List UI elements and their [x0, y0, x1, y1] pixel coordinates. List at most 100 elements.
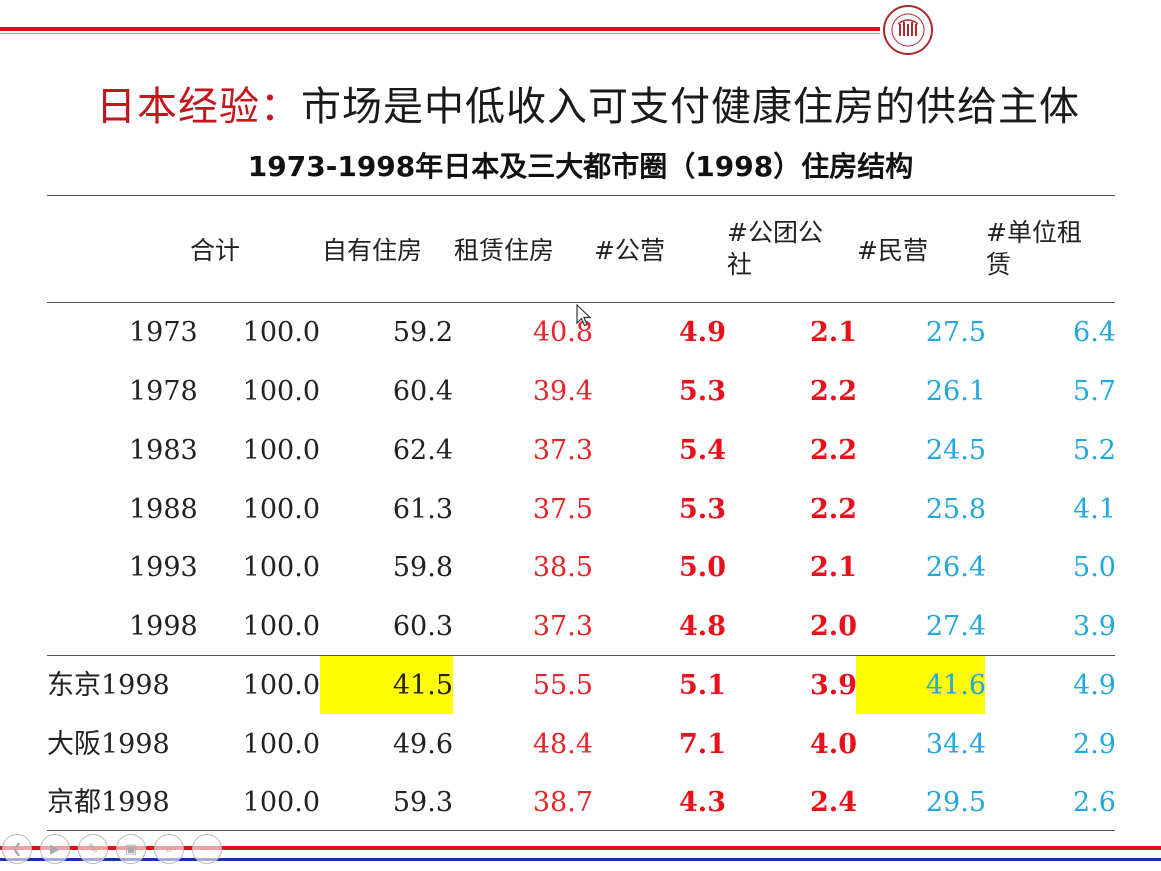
cell-owned: 62.4: [392, 435, 453, 466]
header-red-rule-thin: [0, 33, 880, 34]
header-rental: 租赁住房: [454, 236, 555, 265]
row-label: 大阪1998: [47, 729, 170, 760]
cell-public: 5.4: [679, 435, 726, 466]
cell-corp: 2.2: [810, 494, 857, 525]
cell-rental: 38.7: [532, 787, 593, 818]
row-label: 1998: [129, 611, 198, 642]
cell-owned: 41.5: [392, 670, 453, 701]
cell-owned: 59.8: [392, 552, 453, 583]
cell-total: 100.0: [242, 317, 320, 348]
cell-company: 5.7: [1073, 376, 1116, 407]
cell-public: 5.0: [679, 552, 726, 583]
university-logo-icon: [883, 5, 933, 55]
cell-public: 5.3: [679, 494, 726, 525]
row-label: 京都1998: [47, 787, 170, 818]
row-label: 1983: [129, 435, 198, 466]
cell-company: 5.0: [1073, 552, 1116, 583]
cell-company: 5.2: [1073, 435, 1116, 466]
pen-icon[interactable]: ✎: [78, 834, 108, 864]
cell-company: 4.1: [1073, 494, 1116, 525]
cell-total: 100.0: [242, 376, 320, 407]
cell-private: 27.5: [925, 317, 986, 348]
cell-public: 5.1: [679, 670, 726, 701]
cell-corp: 2.4: [810, 787, 857, 818]
header-red-rule: [0, 27, 880, 31]
row-label: 1988: [129, 494, 198, 525]
cell-company: 2.6: [1073, 787, 1116, 818]
cell-public: 4.3: [679, 787, 726, 818]
slideshow-toolbar: ❮ ▶ ✎ ▣ ⌕ ⋯: [2, 834, 222, 864]
cell-owned: 59.2: [392, 317, 453, 348]
cell-rental: 40.8: [532, 317, 593, 348]
footer-red-rule: [0, 846, 1161, 850]
more-icon[interactable]: ⋯: [192, 834, 222, 864]
title-prefix: 日本经验：: [96, 84, 301, 130]
cell-corp: 2.1: [810, 317, 857, 348]
cell-total: 100.0: [242, 435, 320, 466]
title-main: 市场是中低收入可支付健康住房的供给主体: [301, 84, 1080, 130]
cell-rental: 37.3: [532, 611, 593, 642]
cell-rental: 55.5: [532, 670, 593, 701]
header-company-line2: 赁: [986, 250, 1012, 279]
header-company: #单位租 赁: [986, 217, 1082, 281]
play-icon[interactable]: ▶: [40, 834, 70, 864]
table-top-rule: [47, 195, 1115, 196]
cell-rental: 37.3: [532, 435, 593, 466]
cell-total: 100.0: [242, 670, 320, 701]
row-label: 东京1998: [47, 670, 170, 701]
table-group-rule: [47, 655, 1115, 656]
cell-company: 3.9: [1073, 611, 1116, 642]
cell-corp: 4.0: [810, 729, 857, 760]
cell-rental: 39.4: [532, 376, 593, 407]
cell-rental: 48.4: [532, 729, 593, 760]
cell-owned: 61.3: [392, 494, 453, 525]
table-caption: 1973-1998年日本及三大都市圈（1998）住房结构: [247, 150, 914, 183]
cell-corp: 2.2: [810, 435, 857, 466]
row-label: 1978: [129, 376, 198, 407]
header-company-line1: #单位租: [986, 218, 1082, 247]
cell-private: 26.4: [925, 552, 986, 583]
header-corp-line1: #公团公: [727, 218, 823, 247]
cell-corp: 2.1: [810, 552, 857, 583]
zoom-icon[interactable]: ⌕: [154, 834, 184, 864]
cell-rental: 37.5: [532, 494, 593, 525]
cell-corp: 3.9: [810, 670, 857, 701]
header-corp-line2: 社: [727, 250, 753, 279]
cell-corp: 2.0: [810, 611, 857, 642]
footer-blue-rule: [0, 858, 1161, 861]
cell-private: 26.1: [925, 376, 986, 407]
header-total: 合计: [190, 236, 241, 265]
cell-owned: 60.3: [392, 611, 453, 642]
cell-corp: 2.2: [810, 376, 857, 407]
cell-public: 7.1: [679, 729, 726, 760]
cell-total: 100.0: [242, 787, 320, 818]
cell-company: 6.4: [1073, 317, 1116, 348]
cell-owned: 49.6: [392, 729, 453, 760]
highlight-owned-tokyo: [320, 656, 453, 714]
header-owned: 自有住房: [322, 236, 423, 265]
cell-public: 4.9: [679, 317, 726, 348]
table-header-rule: [47, 302, 1115, 303]
cell-total: 100.0: [242, 552, 320, 583]
cell-private: 27.4: [925, 611, 986, 642]
cell-private: 24.5: [925, 435, 986, 466]
cell-total: 100.0: [242, 729, 320, 760]
slides-icon[interactable]: ▣: [116, 834, 146, 864]
cell-public: 4.8: [679, 611, 726, 642]
cell-owned: 60.4: [392, 376, 453, 407]
table-bottom-rule: [47, 830, 1115, 831]
cell-private: 34.4: [925, 729, 986, 760]
header-private: #民营: [857, 236, 928, 265]
cell-company: 2.9: [1073, 729, 1116, 760]
prev-icon[interactable]: ❮: [2, 834, 32, 864]
highlight-private-tokyo: [856, 656, 985, 714]
cell-private: 41.6: [925, 670, 986, 701]
cell-rental: 38.5: [532, 552, 593, 583]
cell-owned: 59.3: [392, 787, 453, 818]
header-public: #公营: [594, 236, 665, 265]
cell-company: 4.9: [1073, 670, 1116, 701]
row-label: 1973: [129, 317, 198, 348]
cell-total: 100.0: [242, 611, 320, 642]
cell-total: 100.0: [242, 494, 320, 525]
mouse-cursor-icon: [576, 304, 592, 327]
